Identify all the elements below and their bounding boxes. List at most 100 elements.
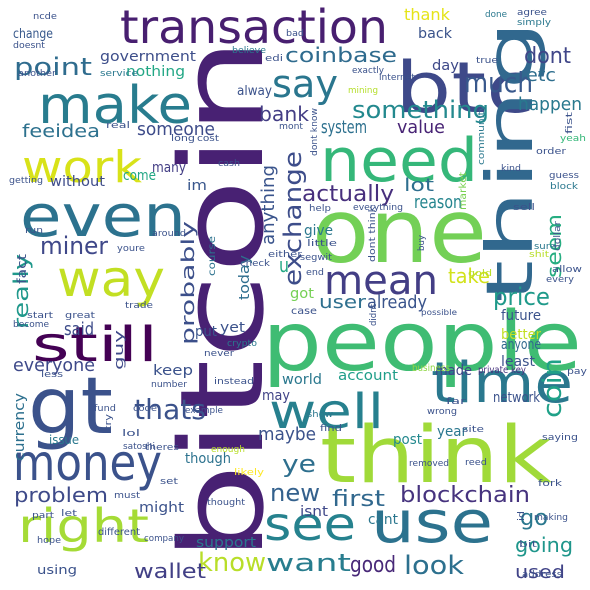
word-value: value — [397, 117, 445, 138]
word-happen: happen — [518, 94, 582, 115]
word-every: every — [546, 275, 575, 285]
word-point: point — [14, 53, 92, 81]
word-blockchain: blockchain — [400, 483, 530, 508]
word-real: real — [106, 121, 130, 131]
word-probably: probably — [178, 220, 199, 345]
word-bad: bad — [286, 29, 304, 39]
word-guy: guy — [112, 330, 126, 370]
word-thing: thing — [474, 20, 548, 303]
word-though: though — [185, 451, 231, 467]
word-thought: thought — [207, 498, 246, 508]
word-allow: allow — [552, 265, 582, 275]
word-gt: gt — [28, 362, 113, 452]
word-made: made — [435, 363, 472, 379]
word-mont: mont — [279, 122, 303, 132]
word-something: something — [352, 96, 489, 124]
word-become: become — [13, 320, 49, 330]
word-crypto: crypto — [227, 339, 258, 349]
word-yet: yet — [220, 320, 246, 336]
word-take: take — [448, 264, 490, 288]
word-check: check — [240, 259, 271, 269]
word-course: course — [207, 236, 218, 276]
word-u: u — [279, 253, 289, 277]
word-exchange: exchange — [279, 151, 307, 286]
word-different: different — [98, 527, 140, 538]
word-coin: coin — [538, 358, 568, 418]
word-people: people — [262, 295, 582, 390]
word-theres: theres — [145, 443, 179, 453]
word-let: let — [61, 509, 78, 519]
word-yeah: yeah — [560, 134, 586, 144]
word-address: address — [522, 570, 562, 580]
word-doesnt: doesnt — [13, 41, 45, 51]
word-id: id — [517, 511, 527, 521]
word-part: part — [32, 511, 55, 521]
word-go: go — [520, 506, 548, 531]
word-less: less — [41, 370, 63, 380]
word-going: going — [515, 533, 573, 557]
word-day: day — [432, 58, 459, 74]
word-either: either — [268, 250, 302, 260]
word-thats: thats — [134, 393, 206, 426]
word-way: way — [57, 250, 165, 308]
word-ye: ye — [282, 450, 316, 478]
word-shit: shit — [529, 250, 550, 260]
word-coinbase: coinbase — [285, 43, 397, 67]
word-dont-think: dont think — [368, 205, 378, 262]
word-work: work — [22, 142, 143, 193]
word-bank: bank — [259, 102, 309, 126]
word-possible: possible — [421, 308, 457, 317]
word-look: look — [404, 551, 464, 581]
word-cant: cant — [368, 512, 398, 528]
word-reason: reason — [414, 192, 462, 213]
word-even: even — [20, 182, 186, 250]
word-know: know — [198, 548, 266, 578]
word-someone: someone — [137, 119, 215, 140]
word-much: much — [464, 66, 533, 99]
word-give: give — [304, 223, 333, 239]
word-segwit: segwit — [300, 253, 332, 263]
word-internet: internet — [379, 73, 415, 83]
word-example: example — [185, 406, 223, 416]
word-really: really — [9, 254, 33, 329]
word-community: community — [477, 104, 487, 165]
word-code: code — [133, 404, 157, 414]
word-find: find — [320, 424, 342, 434]
word-buy: buy — [417, 234, 427, 251]
word-already: already — [367, 292, 427, 313]
word-site: site — [462, 425, 485, 435]
word-world: world — [282, 372, 322, 388]
word-little: little — [307, 239, 338, 249]
word-seem: seem — [542, 214, 566, 278]
word-post: post — [393, 432, 422, 448]
word-private-key: private key — [478, 365, 526, 376]
word-using: using — [37, 563, 77, 577]
word-new: new — [270, 479, 320, 507]
word-cost: cost — [197, 134, 220, 144]
word-transaction: transaction — [120, 0, 388, 54]
word-far: far — [446, 397, 466, 407]
word-gold: gold — [468, 269, 492, 279]
word-back: back — [418, 26, 453, 42]
word-well: well — [269, 384, 384, 440]
word-price: price — [493, 283, 550, 311]
word-help: help — [309, 204, 331, 214]
word-trade: trade — [125, 301, 154, 311]
word-around: around — [152, 229, 186, 239]
word-show: show — [307, 410, 333, 420]
word-thank: thank — [404, 5, 451, 24]
word-support: support — [196, 535, 257, 551]
word-likely: likely — [234, 468, 265, 478]
word-business: business — [412, 363, 450, 374]
word-alway: alway — [237, 84, 272, 99]
word-anything: anything — [258, 165, 279, 245]
word-number: number — [151, 380, 187, 390]
word-ncde: ncde — [33, 12, 58, 22]
word-make: make — [38, 76, 192, 136]
word-lol: lol — [122, 429, 140, 439]
word-block: block — [550, 182, 579, 192]
word-nothing: nothing — [126, 64, 185, 80]
word-system: system — [321, 117, 367, 138]
word-account: account — [338, 368, 399, 384]
word-better: better — [501, 327, 541, 343]
